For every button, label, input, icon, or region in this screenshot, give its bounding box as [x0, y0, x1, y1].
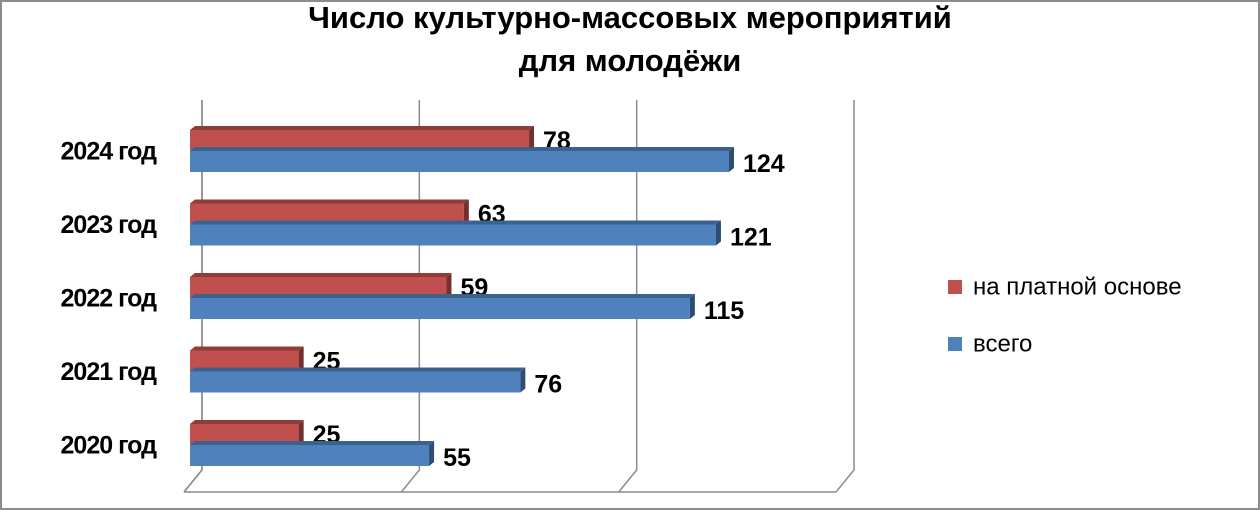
bar-top	[190, 147, 734, 151]
bar	[190, 298, 690, 319]
bar-top	[190, 441, 435, 445]
bar-top	[190, 199, 469, 204]
value-label: 55	[443, 444, 471, 472]
bar-side	[298, 346, 304, 372]
y-tick-label: 2023 год	[61, 211, 158, 239]
bar-top	[190, 294, 695, 298]
bar-top	[190, 420, 304, 424]
bar-side	[463, 199, 469, 225]
bar-side	[298, 420, 304, 445]
value-label: 76	[534, 371, 562, 399]
bar	[190, 371, 521, 393]
bar	[190, 424, 299, 445]
bar-side	[520, 367, 526, 393]
value-label: 124	[743, 150, 785, 178]
bar-side	[715, 220, 721, 246]
bar-top	[190, 346, 304, 351]
bar	[190, 203, 464, 225]
bar-side	[446, 273, 452, 298]
bar	[190, 151, 729, 172]
legend-swatch	[948, 337, 962, 351]
chart-title: Число культурно-массовых мероприятий	[308, 0, 952, 35]
bar-top	[190, 220, 721, 225]
bar	[190, 350, 299, 372]
bar-side	[429, 441, 435, 466]
legend-swatch	[948, 280, 962, 294]
legend-label: на платной основе	[973, 273, 1182, 300]
bar	[190, 445, 430, 466]
y-tick-label: 2022 год	[61, 285, 158, 313]
value-label: 115	[704, 297, 744, 325]
y-tick-label: 2020 год	[61, 432, 158, 460]
legend-label: всего	[973, 330, 1032, 357]
value-label: 121	[730, 224, 772, 252]
bar	[190, 130, 530, 151]
bar-side	[728, 147, 734, 172]
bar-top	[190, 273, 452, 277]
bar-side	[529, 126, 535, 151]
bar-side	[689, 294, 695, 319]
bar-top	[190, 367, 526, 372]
bar-top	[190, 126, 535, 130]
chart-title: для молодёжи	[519, 43, 742, 78]
bar	[190, 277, 447, 298]
y-tick-label: 2021 год	[61, 358, 158, 386]
bar	[190, 224, 716, 246]
grid-line	[835, 100, 855, 493]
y-tick-label: 2024 год	[61, 138, 158, 166]
